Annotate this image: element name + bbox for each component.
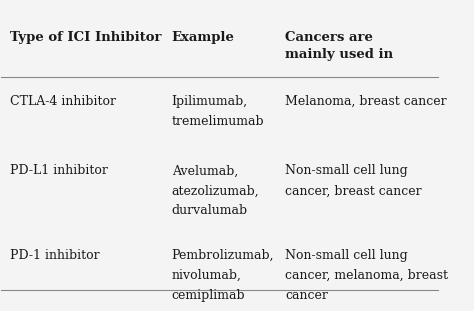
Text: CTLA-4 inhibitor: CTLA-4 inhibitor	[10, 95, 116, 108]
Text: Non-small cell lung
cancer, breast cancer: Non-small cell lung cancer, breast cance…	[285, 165, 422, 197]
Text: PD-1 inhibitor: PD-1 inhibitor	[10, 249, 100, 262]
Text: Pembrolizumab,
nivolumab,
cemiplimab: Pembrolizumab, nivolumab, cemiplimab	[172, 249, 274, 302]
Text: Type of ICI Inhibitor: Type of ICI Inhibitor	[10, 30, 162, 44]
Text: Avelumab,
atezolizumab,
durvalumab: Avelumab, atezolizumab, durvalumab	[172, 165, 259, 217]
Text: Example: Example	[172, 30, 235, 44]
Text: Non-small cell lung
cancer, melanoma, breast
cancer: Non-small cell lung cancer, melanoma, br…	[285, 249, 448, 302]
Text: Ipilimumab,
tremelimumab: Ipilimumab, tremelimumab	[172, 95, 264, 128]
Text: Cancers are
mainly used in: Cancers are mainly used in	[285, 30, 393, 61]
Text: Melanoma, breast cancer: Melanoma, breast cancer	[285, 95, 447, 108]
Text: PD-L1 inhibitor: PD-L1 inhibitor	[10, 165, 108, 178]
